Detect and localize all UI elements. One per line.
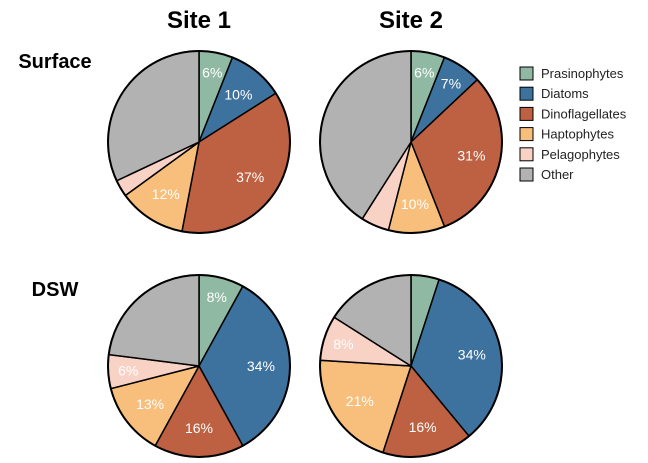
slice-label-dinoflagellates: 31%	[457, 148, 485, 164]
legend-label-haptophytes: Haptophytes	[541, 127, 614, 142]
slice-label-diatoms: 34%	[458, 346, 486, 362]
legend-label-prasinophytes: Prasinophytes	[541, 66, 624, 81]
row-title-surface: Surface	[18, 51, 91, 73]
legend-swatch-prasinophytes	[519, 66, 534, 81]
slice-label-pelagophytes: 8%	[333, 336, 353, 352]
slice-label-diatoms: 34%	[247, 358, 275, 374]
legend-swatch-haptophytes	[519, 127, 534, 142]
legend-item-haptophytes: Haptophytes	[519, 127, 614, 142]
pie-site-2-dsw: 34% 16% 21% 8%	[319, 274, 503, 458]
column-title-site-1: Site 1	[167, 7, 231, 34]
slice-label-diatoms: 10%	[224, 86, 252, 102]
legend-label-other: Other	[541, 167, 574, 182]
slice-label-haptophytes: 13%	[136, 396, 164, 412]
slice-label-diatoms: 7%	[441, 75, 461, 91]
pie-outline	[319, 274, 503, 458]
slice-label-pelagophytes: 6%	[118, 363, 138, 379]
legend-swatch-other	[519, 167, 534, 182]
slice-label-prasinophytes: 8%	[207, 289, 227, 305]
pie-site-1-dsw: 8% 34% 16% 13% 6%	[107, 274, 291, 458]
pie-outline	[107, 274, 291, 458]
slice-label-dinoflagellates: 37%	[236, 169, 264, 185]
row-title-dsw: DSW	[32, 279, 79, 301]
slice-label-haptophytes: 10%	[401, 196, 429, 212]
slice-other	[107, 274, 200, 367]
pie-outline	[107, 50, 291, 234]
legend-label-dinoflagellates: Dinoflagellates	[541, 106, 627, 121]
legend-swatch-diatoms	[519, 86, 534, 101]
legend-item-pelagophytes: Pelagophytes	[519, 147, 620, 162]
pie-outline	[319, 50, 503, 234]
legend-swatch-pelagophytes	[519, 147, 534, 162]
slice-label-dinoflagellates: 16%	[185, 420, 213, 436]
legend-item-dinoflagellates: Dinoflagellates	[519, 106, 627, 121]
legend-label-diatoms: Diatoms	[541, 86, 589, 101]
slice-label-prasinophytes: 6%	[414, 64, 434, 80]
legend: Prasinophytes Diatoms Dinoflagellates Hapto…	[519, 66, 627, 182]
pie-site-2-surface: 6% 7% 31% 10%	[319, 50, 503, 234]
legend-item-diatoms: Diatoms	[519, 86, 589, 101]
legend-item-other: Other	[519, 167, 574, 182]
legend-label-pelagophytes: Pelagophytes	[541, 147, 620, 162]
pie-charts: 6%10%37%12%6%7%31%10%8%34%16%13%6%34%16%…	[107, 50, 503, 458]
legend-swatch-dinoflagellates	[519, 106, 534, 121]
slice-label-dinoflagellates: 16%	[409, 419, 437, 435]
slice-label-prasinophytes: 6%	[202, 64, 222, 80]
slice-label-haptophytes: 12%	[152, 186, 180, 202]
column-title-site-2: Site 2	[379, 7, 443, 34]
legend-item-prasinophytes: Prasinophytes	[519, 66, 624, 81]
pie-site-1-surface: 6%10% 37% 12%	[107, 50, 291, 234]
slice-label-haptophytes: 21%	[346, 393, 374, 409]
